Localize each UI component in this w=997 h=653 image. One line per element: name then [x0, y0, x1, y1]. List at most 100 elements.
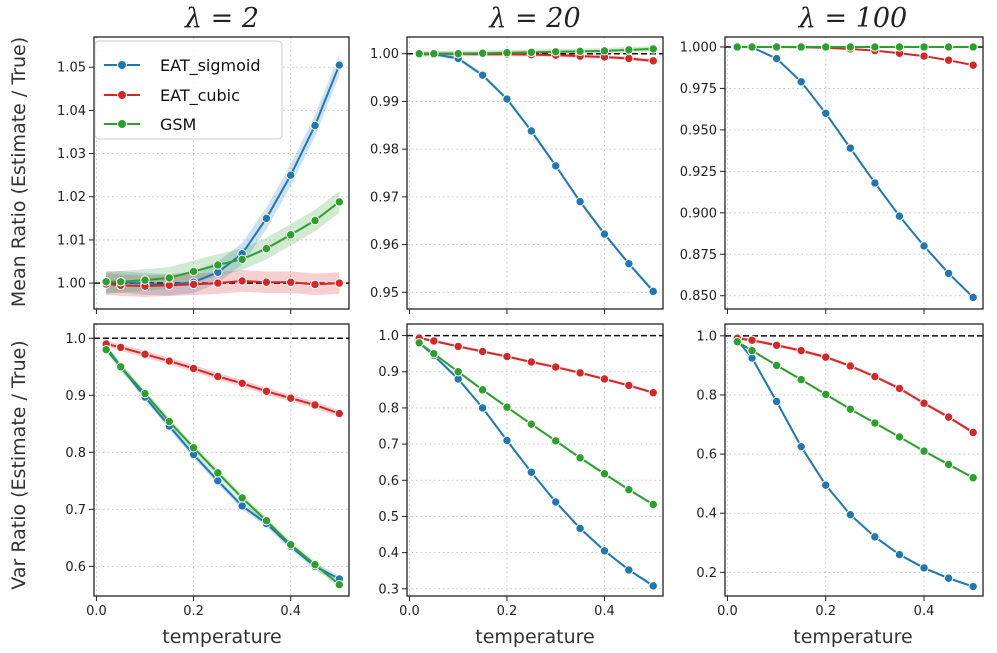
plot-frame: [93, 36, 350, 310]
data-point-eat-cubic: [599, 374, 610, 384]
data-point-gsm: [116, 362, 126, 372]
y-tick-label: 0.6: [65, 560, 86, 575]
y-tick-label: 0.98: [370, 143, 399, 158]
panel-5: 0.3 0.4 0.5 0.6 0.7 0.8 0.9 1.0 0.0 0.2 0.4: [378, 323, 664, 619]
data-point-gsm: [414, 338, 424, 348]
data-point-eat-cubic: [968, 60, 978, 70]
y-tick-label: 0.925: [680, 165, 717, 180]
plot-frame: [724, 36, 984, 310]
legend-marker-gsm: [117, 119, 127, 129]
plot-frame: [724, 323, 984, 597]
xlabel-panel-1: temperature: [162, 626, 281, 648]
data-point-gsm: [164, 273, 174, 283]
xlabel-panel-2: temperature: [475, 626, 594, 648]
data-point-eat-sigmoid: [502, 435, 512, 446]
data-point-eat-cubic: [116, 342, 126, 353]
data-point-eat-sigmoid: [551, 161, 561, 171]
data-point-gsm: [310, 559, 320, 570]
data-point-gsm: [310, 215, 320, 226]
confidence-band-eat-cubic: [737, 336, 974, 435]
y-tick-label: 1.0: [696, 329, 717, 344]
panel-3: 0.850 0.875 0.900 0.925 0.950 0.975 1.000: [680, 36, 984, 314]
data-point-eat-cubic: [477, 346, 488, 357]
confidence-band-eat-sigmoid: [737, 339, 974, 588]
y-tick-label: 1.05: [57, 61, 86, 76]
legend-entry-gsm: GSM: [104, 115, 196, 134]
data-point-gsm: [771, 42, 782, 52]
series-line-eat-sigmoid: [737, 45, 974, 299]
y-tick-label: 1.0: [65, 332, 86, 347]
y-tick-label: 0.2: [696, 566, 717, 581]
y-tick-label: 0.9: [65, 389, 86, 404]
data-point-eat-cubic: [261, 386, 272, 396]
data-point-eat-sigmoid: [213, 476, 223, 486]
y-tick-label: 0.97: [370, 190, 399, 205]
data-point-gsm: [237, 493, 247, 503]
data-point-eat-cubic: [286, 393, 296, 403]
data-point-gsm: [101, 277, 111, 287]
data-point-eat-cubic: [237, 378, 247, 389]
data-point-eat-cubic: [164, 356, 174, 366]
y-tick-label: 1.03: [57, 147, 86, 162]
confidence-band-eat-sigmoid: [419, 51, 654, 294]
data-point-gsm: [968, 42, 978, 52]
data-point-gsm: [821, 389, 831, 400]
data-point-eat-cubic: [429, 336, 439, 346]
data-point-gsm: [429, 49, 439, 59]
data-point-eat-sigmoid: [624, 565, 634, 575]
data-point-eat-sigmoid: [919, 563, 929, 573]
y-tick-label: 1.04: [57, 104, 86, 119]
y-tick-label: 0.6: [696, 448, 717, 463]
data-point-eat-cubic: [796, 345, 806, 356]
x-tick-label: 0.2: [497, 604, 518, 619]
data-point-gsm: [140, 275, 150, 285]
data-point-eat-cubic: [286, 277, 296, 287]
data-point-gsm: [648, 44, 658, 54]
y-tick-label: 0.850: [680, 289, 717, 304]
series-line-eat-sigmoid: [419, 52, 654, 293]
data-point-gsm: [575, 453, 585, 463]
y-tick-label: 0.7: [65, 503, 86, 518]
data-point-eat-sigmoid: [943, 573, 954, 583]
data-point-eat-sigmoid: [845, 509, 856, 520]
data-point-eat-sigmoid: [599, 229, 610, 239]
x-tick-label: 0.2: [815, 604, 836, 619]
data-point-gsm: [414, 49, 424, 59]
data-point-eat-sigmoid: [624, 258, 634, 269]
y-tick-label: 1.000: [680, 40, 717, 55]
data-point-eat-sigmoid: [796, 441, 806, 452]
data-point-gsm: [429, 348, 439, 359]
y-tick-label: 0.8: [378, 401, 399, 416]
x-tick-label: 0.4: [914, 604, 935, 619]
data-point-gsm: [624, 484, 634, 495]
data-point-gsm: [599, 469, 610, 479]
data-point-gsm: [732, 337, 742, 347]
data-point-eat-cubic: [502, 351, 512, 362]
y-tick-label: 0.875: [680, 248, 717, 263]
y-tick-label: 0.4: [378, 546, 399, 561]
data-point-gsm: [771, 360, 782, 371]
y-tick-label: 0.3: [378, 582, 399, 597]
data-point-eat-cubic: [919, 398, 929, 408]
data-point-eat-sigmoid: [771, 396, 782, 407]
x-tick-label: 0.4: [594, 604, 615, 619]
confidence-band-gsm: [106, 346, 340, 589]
panel-title-lambda-100: λ = 100: [798, 3, 907, 34]
data-point-eat-cubic: [648, 56, 658, 66]
legend: EAT_sigmoid EAT_cubic GSM: [94, 40, 283, 140]
series-line-gsm: [418, 342, 654, 506]
data-point-gsm: [732, 42, 742, 52]
data-point-eat-sigmoid: [599, 546, 610, 556]
confidence-band-gsm: [419, 341, 654, 506]
legend-marker-eat-cubic: [117, 90, 127, 100]
data-point-eat-cubic: [213, 278, 223, 288]
data-point-eat-cubic: [575, 368, 585, 378]
data-point-gsm: [624, 45, 634, 55]
y-tick-label: 0.950: [680, 123, 717, 138]
data-point-eat-cubic: [771, 340, 782, 350]
data-point-gsm: [968, 473, 978, 483]
data-point-gsm: [845, 404, 856, 414]
x-tick-label: 0.0: [86, 604, 107, 619]
data-point-eat-sigmoid: [575, 523, 585, 534]
xlabel-panel-3: temperature: [793, 626, 912, 648]
